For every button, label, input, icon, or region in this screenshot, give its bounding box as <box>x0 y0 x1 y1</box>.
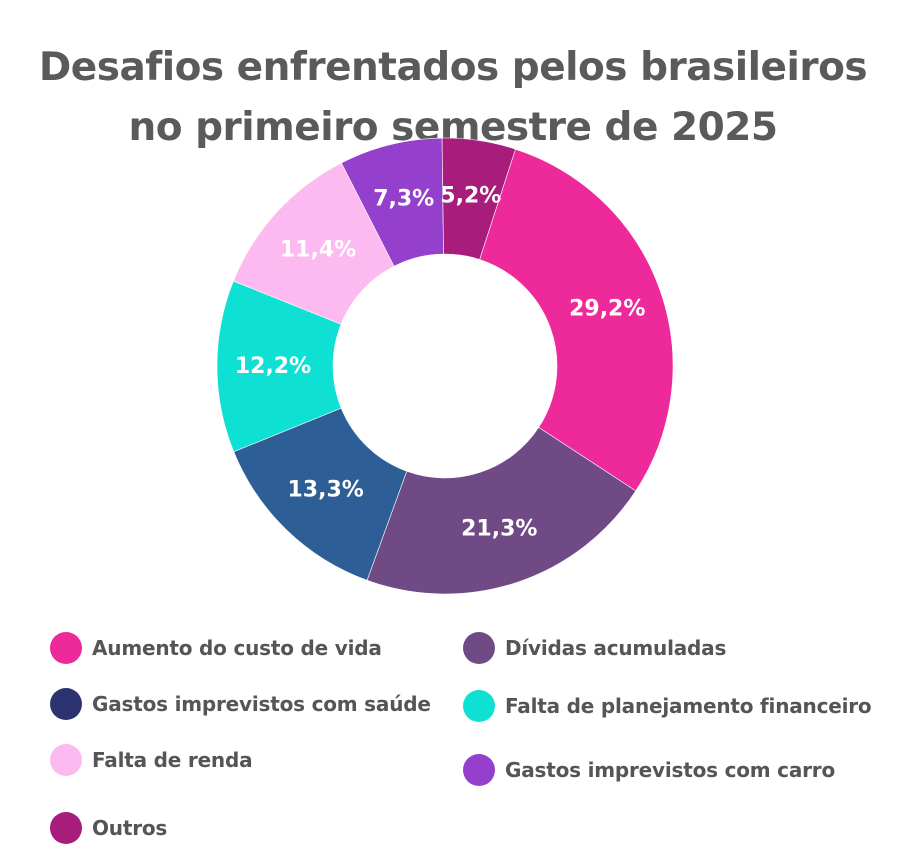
slice-value-label-1: 29,2% <box>569 296 645 321</box>
chart-title-line-1: Desafios enfrentados pelos brasileiros <box>38 45 868 91</box>
donut-slice-2[interactable] <box>366 426 637 595</box>
slice-value-label-3: 13,3% <box>287 477 363 502</box>
donut-slice-7[interactable] <box>441 137 516 260</box>
slice-value-label-6: 7,3% <box>373 187 434 212</box>
slice-value-label-5: 11,4% <box>280 237 356 262</box>
slice-value-label-2: 21,3% <box>461 517 537 542</box>
slice-value-label-7: 5,2% <box>440 183 501 208</box>
donut-slice-1[interactable] <box>479 148 674 492</box>
slice-value-label-4: 12,2% <box>235 354 311 379</box>
chart-title: Desafios enfrentados pelos brasileiros n… <box>0 38 906 158</box>
donut-slice-3[interactable] <box>233 407 408 581</box>
